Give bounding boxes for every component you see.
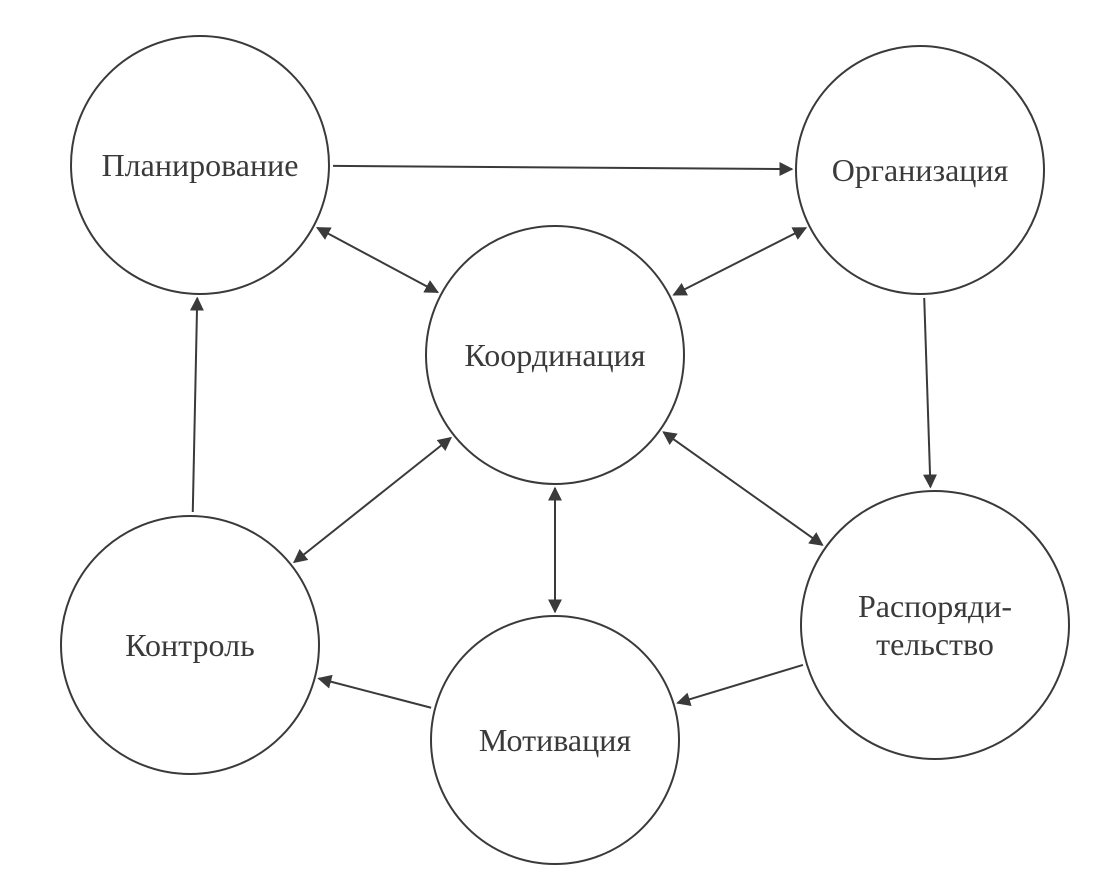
node-label-coordination: Координация [464, 336, 645, 374]
node-label-planning: Планирование [102, 146, 299, 184]
edge-organization-disposal [924, 298, 930, 487]
node-disposal: Распоряди- тельство [800, 490, 1070, 760]
node-label-organization: Организация [832, 151, 1009, 189]
node-label-disposal: Распоряди- тельство [858, 587, 1012, 664]
edge-coordination-disposal [663, 432, 822, 545]
edge-motivation-control [319, 679, 431, 708]
node-motivation: Мотивация [430, 615, 680, 865]
management-functions-diagram: Планирование Организация Координация Контро… [0, 0, 1110, 875]
edge-coordination-organization [674, 228, 806, 295]
node-coordination: Координация [425, 225, 685, 485]
node-planning: Планирование [70, 35, 330, 295]
node-organization: Организация [795, 45, 1045, 295]
node-label-motivation: Мотивация [479, 721, 631, 759]
node-control: Контроль [60, 515, 320, 775]
edge-coordination-planning [317, 228, 437, 292]
edge-planning-organization [333, 166, 792, 169]
edge-disposal-motivation [678, 665, 803, 703]
node-label-control: Контроль [125, 626, 254, 664]
edge-coordination-control [294, 438, 451, 563]
edge-control-planning [193, 298, 197, 512]
